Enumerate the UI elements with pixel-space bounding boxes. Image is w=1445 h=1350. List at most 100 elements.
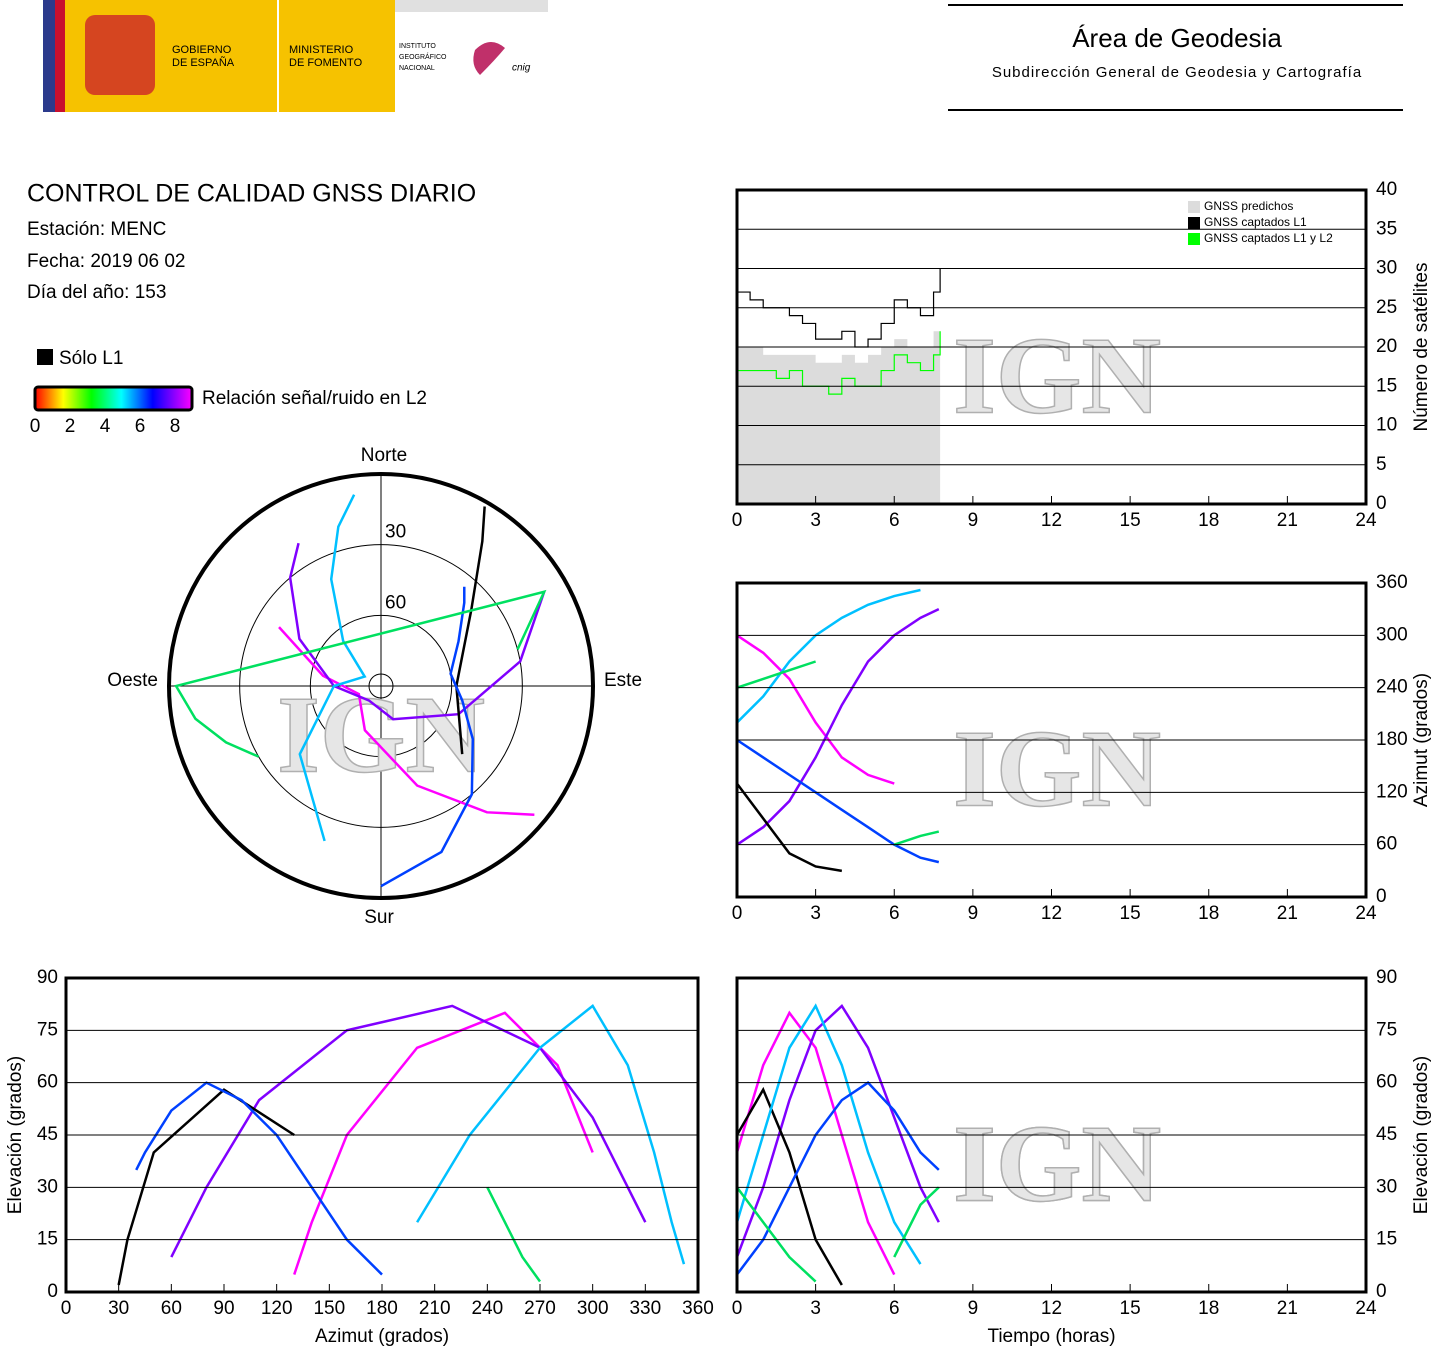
x-tick-label: 60 — [161, 1298, 182, 1319]
y-tick-label: 15 — [1376, 1229, 1397, 1250]
watermark: IGN — [953, 1102, 1161, 1224]
watermark: IGN — [953, 707, 1161, 829]
area-subtitle: Subdirección General de Geodesia y Carto… — [992, 64, 1362, 81]
track — [736, 608, 940, 846]
x-tick-label: 270 — [524, 1298, 556, 1319]
legend-label: GNSS captados L1 — [1204, 215, 1307, 229]
track — [170, 1004, 647, 1258]
coat-of-arms — [85, 15, 155, 95]
x-tick-label: 180 — [366, 1298, 398, 1319]
y-tick-label: 300 — [1376, 624, 1408, 645]
y-tick-label: 20 — [1376, 336, 1397, 357]
plot-frame — [735, 976, 1368, 1294]
horizon — [167, 472, 595, 900]
x-tick-label: 0 — [732, 510, 743, 531]
track — [736, 1081, 940, 1276]
legend-swatch — [1188, 201, 1200, 213]
eu-stripe — [43, 0, 55, 112]
x-tick-label: 3 — [810, 903, 821, 924]
x-tick-label: 6 — [889, 1298, 900, 1319]
track — [736, 634, 895, 785]
y-tick-label: 30 — [37, 1176, 58, 1197]
track — [288, 542, 546, 721]
colorbar-tick: 4 — [100, 416, 111, 437]
day-of-year: Día del año: 153 — [27, 282, 166, 303]
area-title: Área de Geodesia — [1072, 23, 1282, 53]
track — [736, 1186, 940, 1283]
track — [736, 588, 921, 724]
track — [736, 782, 843, 873]
x-tick-label: 15 — [1120, 1298, 1141, 1319]
report-title: CONTROL DE CALIDAD GNSS DIARIO — [27, 180, 476, 208]
legend-swatch — [1188, 233, 1200, 245]
institute-text: NACIONAL — [399, 65, 435, 72]
x-tick-label: 12 — [1041, 1298, 1062, 1319]
y-tick-label: 180 — [1376, 729, 1408, 750]
x-tick-label: 6 — [889, 903, 900, 924]
track — [380, 586, 475, 888]
watermark: IGN — [953, 314, 1161, 436]
track — [416, 1004, 686, 1265]
x-tick-label: 210 — [419, 1298, 451, 1319]
elevation-ring — [309, 614, 453, 758]
y-axis-label: Elevación (grados) — [1411, 1056, 1432, 1214]
cnig-text: cnig — [512, 63, 531, 74]
legend-label: GNSS predichos — [1204, 199, 1293, 213]
y-tick-label: 0 — [47, 1281, 58, 1302]
x-tick-label: 9 — [968, 903, 979, 924]
y-axis-label: Elevación (grados) — [5, 1056, 26, 1214]
x-tick-label: 120 — [261, 1298, 293, 1319]
colorbar — [33, 385, 194, 412]
direction: Sur — [364, 907, 394, 928]
zenith — [368, 673, 394, 699]
x-tick-label: 3 — [810, 510, 821, 531]
track — [174, 589, 547, 758]
institute-text: INSTITUTO — [399, 43, 436, 50]
x-tick-label: 24 — [1355, 1298, 1377, 1319]
x-tick-label: 150 — [313, 1298, 345, 1319]
y-tick-label: 40 — [1376, 179, 1397, 200]
direction: Norte — [361, 445, 407, 466]
l1-label: Sólo L1 — [59, 348, 123, 369]
y-tick-label: 0 — [1376, 493, 1387, 514]
y-tick-label: 60 — [37, 1072, 58, 1093]
x-tick-label: 12 — [1041, 903, 1062, 924]
x-tick-label: 12 — [1041, 510, 1062, 531]
y-tick-label: 15 — [1376, 375, 1397, 396]
x-tick-label: 21 — [1277, 510, 1298, 531]
y-tick-label: 75 — [37, 1019, 58, 1040]
station: Estación: MENC — [27, 219, 166, 240]
gray-bar — [395, 0, 548, 12]
x-tick-label: 240 — [471, 1298, 503, 1319]
l1-swatch — [37, 349, 53, 365]
y-tick-label: 5 — [1376, 454, 1387, 475]
y-tick-label: 0 — [1376, 1281, 1387, 1302]
ministry-text: MINISTERIO — [289, 44, 354, 56]
gov-text: GOBIERNO — [172, 44, 232, 56]
track — [298, 494, 367, 842]
track — [735, 1086, 843, 1286]
y-tick-label: 45 — [1376, 1124, 1397, 1145]
legend-swatch — [1188, 217, 1200, 229]
cnig-logo — [473, 41, 505, 75]
date: Fecha: 2019 06 02 — [27, 251, 185, 272]
ring-label: 30 — [385, 522, 406, 543]
y-tick-label: 10 — [1376, 415, 1397, 436]
y-tick-label: 15 — [37, 1229, 58, 1250]
x-tick-label: 18 — [1198, 1298, 1219, 1319]
x-tick-label: 360 — [682, 1298, 714, 1319]
colorbar-tick: 2 — [65, 416, 76, 437]
x-axis-label: Azimut (grados) — [315, 1326, 449, 1347]
x-tick-label: 0 — [732, 903, 743, 924]
plot-frame — [735, 188, 1368, 506]
x-tick-label: 21 — [1277, 1298, 1298, 1319]
y-axis-label: Número de satélites — [1411, 263, 1432, 432]
x-tick-label: 21 — [1277, 903, 1298, 924]
x-tick-label: 18 — [1198, 510, 1219, 531]
area — [737, 315, 941, 504]
x-tick-label: 15 — [1120, 510, 1141, 531]
y-tick-label: 30 — [1376, 258, 1397, 279]
direction: Oeste — [107, 670, 158, 691]
x-tick-label: 18 — [1198, 903, 1219, 924]
plot-frame — [735, 581, 1368, 899]
